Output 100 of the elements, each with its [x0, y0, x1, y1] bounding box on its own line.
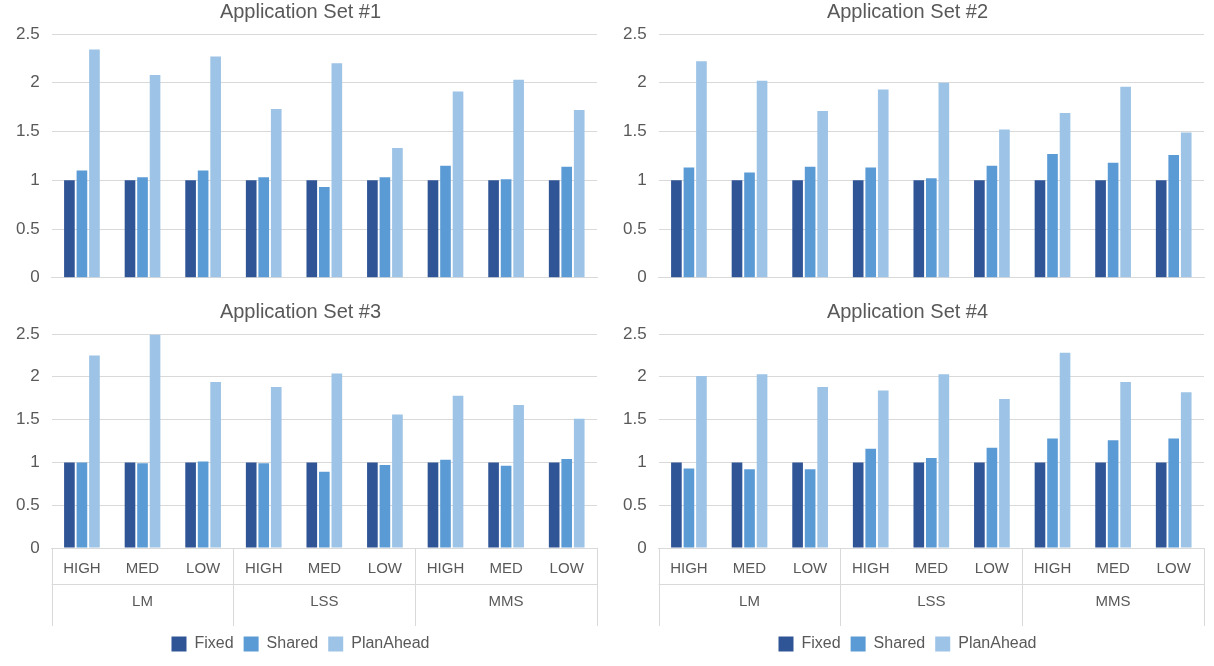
bar	[440, 459, 451, 548]
bar	[1095, 462, 1106, 548]
bar	[500, 179, 512, 278]
text: LM	[132, 592, 153, 610]
bar	[877, 390, 889, 548]
text: LSS	[917, 592, 946, 610]
bar	[488, 180, 499, 278]
bar	[974, 462, 985, 548]
bar	[367, 180, 378, 278]
chart-title: Application Set #3	[219, 299, 382, 322]
bar	[513, 79, 524, 278]
bar	[1034, 180, 1046, 278]
y-tick-label: 0.5	[622, 494, 647, 514]
bar	[1059, 112, 1071, 278]
y-tick-label: 0.5	[15, 494, 40, 514]
y-tick-label: 2.5	[622, 23, 647, 43]
y-tick-label: 1	[637, 169, 647, 189]
bar	[306, 180, 318, 278]
bar	[731, 462, 743, 548]
bar	[548, 180, 560, 278]
bar	[89, 49, 100, 278]
bar	[573, 110, 585, 278]
bar	[1180, 132, 1192, 278]
bar	[258, 463, 270, 548]
legend-label: PlanAhead	[351, 634, 430, 652]
bar	[683, 468, 695, 548]
bar	[986, 165, 998, 278]
bar	[64, 462, 75, 548]
bar	[1168, 154, 1180, 278]
bar	[245, 180, 257, 278]
bar	[1155, 462, 1167, 548]
x-tick-label: MED	[489, 559, 523, 577]
x-tick-label: HIGH	[244, 559, 283, 577]
x-tick-label: HIGH	[851, 559, 890, 577]
x-tick-label: HIGH	[63, 559, 101, 577]
bar	[974, 180, 985, 278]
bar	[1059, 352, 1071, 548]
bar	[986, 447, 998, 548]
bar	[1107, 440, 1119, 548]
bar	[427, 180, 439, 278]
y-tick-label: 2.5	[622, 323, 647, 343]
bar	[925, 178, 937, 278]
y-tick-label: 0	[637, 267, 647, 287]
bar	[913, 180, 925, 278]
y-tick-label: 2	[30, 366, 40, 386]
bar	[124, 462, 136, 548]
bar	[367, 462, 378, 548]
bar	[197, 170, 209, 278]
bar	[149, 74, 161, 278]
bar	[852, 180, 864, 278]
text: LM	[739, 592, 760, 610]
bar	[513, 405, 524, 548]
x-tick-label: LOW	[1156, 559, 1192, 577]
bar	[1120, 381, 1131, 548]
bar	[488, 462, 499, 548]
bar	[938, 374, 950, 548]
bar	[756, 374, 768, 548]
bar	[1120, 86, 1131, 278]
bar	[440, 165, 451, 278]
bar	[137, 177, 148, 278]
bar	[561, 166, 573, 278]
y-tick-label: 0	[637, 537, 647, 557]
y-tick-label: 1	[30, 169, 40, 189]
bar	[1107, 162, 1119, 278]
bar	[210, 56, 221, 278]
bar	[938, 82, 950, 278]
y-tick-label: 1.5	[15, 409, 40, 429]
x-tick-label: MED	[125, 559, 160, 577]
bar	[270, 109, 282, 278]
y-tick-label: 1.5	[622, 121, 647, 141]
bar	[1047, 438, 1058, 548]
bar	[306, 462, 318, 548]
x-tick-label: MED	[914, 559, 949, 577]
x-tick-label: HIGH	[1033, 559, 1072, 577]
y-tick-label: 2	[637, 366, 647, 386]
bar	[1047, 153, 1058, 278]
x-tick-label: LOW	[367, 559, 403, 577]
bar	[756, 80, 768, 278]
bar	[925, 458, 937, 548]
y-tick-label: 0	[30, 537, 40, 557]
bar	[379, 464, 391, 548]
x-tick-label: LOW	[549, 559, 585, 577]
bar	[258, 177, 270, 278]
x-tick-label: HIGH	[426, 559, 465, 577]
bar	[1168, 438, 1180, 548]
bar	[392, 414, 403, 548]
bar	[270, 387, 282, 548]
bar	[865, 448, 877, 548]
chart-title: Application Set #1	[219, 0, 382, 22]
bar	[852, 462, 864, 548]
bar	[331, 63, 343, 278]
chart-title: Application Set #2	[826, 0, 989, 22]
text: LSS	[310, 592, 339, 610]
x-tick-label: MED	[307, 559, 342, 577]
legend-label: Fixed	[801, 634, 841, 652]
bar	[877, 89, 889, 278]
bar	[573, 418, 585, 548]
bar	[683, 167, 695, 278]
bar	[379, 177, 391, 278]
bar	[804, 469, 816, 548]
